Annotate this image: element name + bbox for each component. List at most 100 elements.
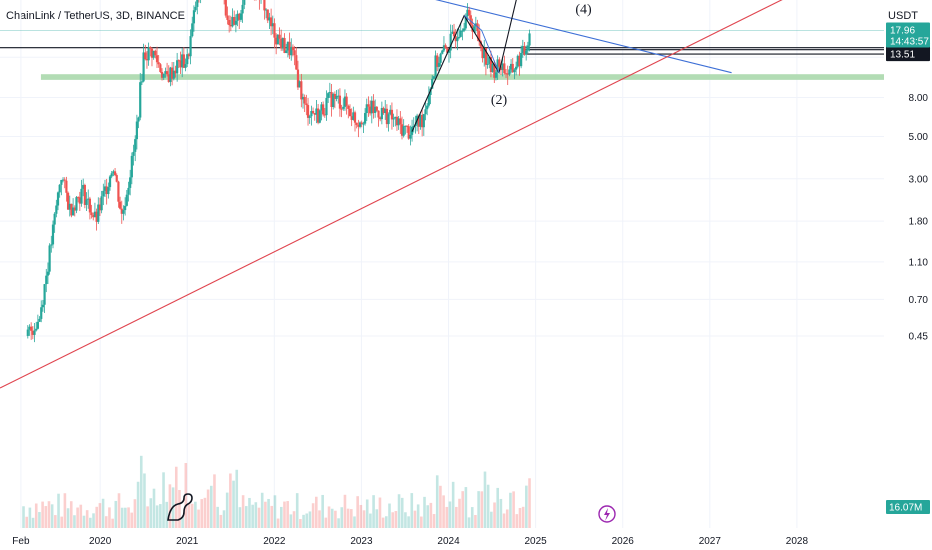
candle-body [515,66,518,70]
candle-body [459,30,462,37]
current-price-value: 17.96 [890,26,915,37]
volume-bar [464,487,468,528]
horizontal-levels[interactable] [0,0,884,55]
volume-bar [225,492,229,528]
candle-body [189,36,192,57]
candle-body [228,19,231,26]
candle-body [129,177,132,188]
volume-bar [85,510,89,528]
candle-body [392,118,395,120]
candle-body [454,36,457,42]
volume-bar [244,506,248,528]
candle-body [380,107,383,120]
descending-resistance-line[interactable] [218,0,732,74]
y-tick-label: 1.80 [909,217,929,228]
candle-body [40,307,43,319]
candle-body [172,70,175,79]
price-axis[interactable]: 0.450.701.101.803.005.008.0013.00 [903,53,928,343]
trendlines[interactable] [0,0,884,389]
volume-bar [461,491,464,528]
candle-body [273,23,276,38]
candle-body [452,31,456,37]
candle-body [182,54,185,68]
candle-body [488,57,491,64]
candle-body [271,23,274,27]
symbol-title[interactable]: ChainLink / TetherUS, 3D, BINANCE [6,10,185,22]
candle-body [140,81,144,83]
support-zone-band[interactable] [40,74,885,80]
volume-bar [493,502,496,528]
elliott-wave-projection[interactable] [411,0,623,132]
candle-body [236,13,239,21]
candle-body [231,17,234,27]
candle-body [184,64,187,68]
volume-bar [89,517,92,528]
candle-body [147,47,150,61]
candle-body [103,186,107,191]
candle-body [73,207,76,211]
price-tags: 212.17102.9131.8614.2513.5117.9614:43:57… [886,22,930,514]
wave-path-line[interactable] [411,0,623,132]
volume-bar [50,504,54,528]
volume-bar [219,514,223,528]
candle-body [523,46,526,55]
volume-bar [435,475,439,528]
candle-body [48,245,51,272]
support-zone [40,74,885,80]
volume-bar [133,499,137,528]
candle-body [389,109,392,115]
candle-body [521,46,524,53]
volume-bar [31,517,35,528]
y-tick-label: 5.00 [909,132,929,143]
candle-body [379,117,382,120]
candle-body [409,134,412,139]
volume-bar [117,493,121,528]
candle-body [345,96,348,106]
candle-body [399,118,402,125]
candle-body [60,179,63,185]
candle-body [422,114,425,128]
candle-body [456,37,459,42]
volume-bar [295,493,299,528]
candle-body [35,328,38,331]
logo-icon[interactable] [167,493,193,521]
volume-bar [385,516,388,528]
volume-bar [439,485,442,528]
volume-bar [311,503,315,528]
candle-body [325,98,328,116]
candle-body [317,108,320,123]
candle-body [51,224,55,245]
volume-bar [286,501,289,528]
candle-body [491,64,494,73]
candle-body [56,192,60,206]
time-axis[interactable]: Feb 2020 2021 2022 2023 2024 2025 2026 2027 2028 [12,536,808,547]
x-tick-label: 2028 [786,536,809,547]
volume-bar [124,507,127,528]
candle-body [395,116,399,126]
volume-bar [69,501,73,528]
y-tick-label: 3.00 [909,174,929,185]
candle-body [283,38,286,53]
chart-icons[interactable] [167,493,616,523]
volume-bar [162,472,165,528]
candle-body [139,82,142,118]
candle-body [171,67,174,79]
volume-bar [410,493,414,528]
volume-bar [270,505,274,528]
candle-body [233,17,236,25]
candle-body [362,123,365,125]
candle-body [330,92,333,108]
candle-body [45,275,48,285]
candle-body [92,215,95,218]
volume-bar [257,507,261,528]
volume-bar [276,518,280,528]
ascending-support-line[interactable] [0,0,884,389]
volume-bar [337,518,340,528]
volume-tag-bg [886,500,930,514]
candle-body [97,204,100,222]
volume-bar [248,497,251,528]
candle-body [160,71,164,78]
candle-body [394,116,397,119]
candle-body [243,0,246,5]
